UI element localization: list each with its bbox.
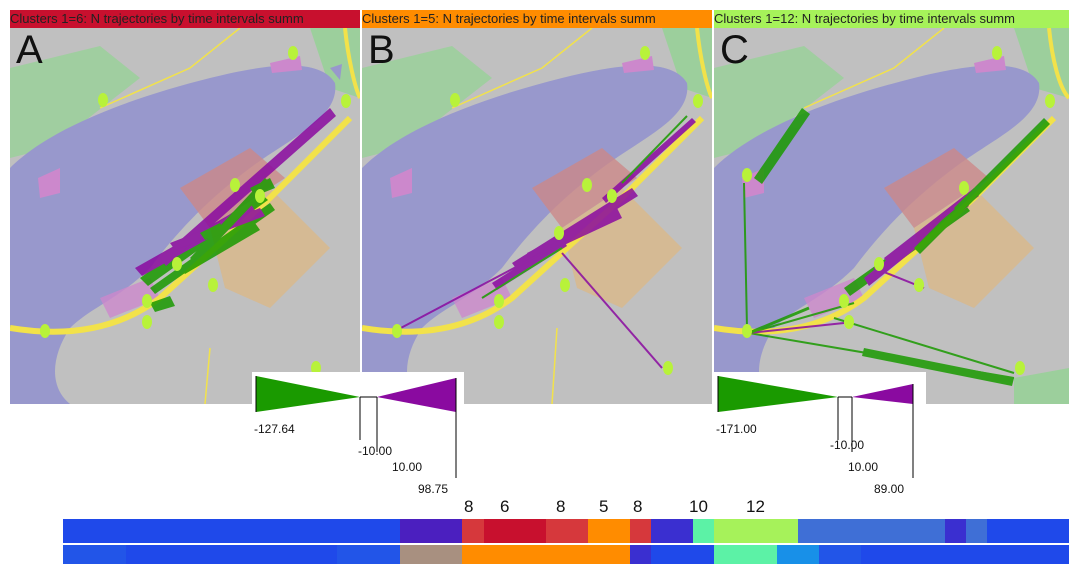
timeline-segment[interactable] bbox=[546, 519, 588, 543]
map-canvas bbox=[10, 28, 360, 404]
timeline-segment[interactable] bbox=[462, 519, 484, 543]
legend-neg-threshold: -10.00 bbox=[830, 438, 865, 452]
timeline-segment[interactable] bbox=[630, 545, 651, 564]
flow-legend-right: -171.00 -10.00 10.00 89.00 bbox=[714, 372, 926, 496]
timeline-row-bottom[interactable] bbox=[63, 545, 1069, 564]
timeline-segment[interactable] bbox=[400, 545, 462, 564]
panel-title: Clusters 1=12: N trajectories by time in… bbox=[714, 10, 1069, 28]
legend-min-value: -171.00 bbox=[716, 422, 757, 436]
timeline-segment[interactable] bbox=[462, 545, 630, 564]
timeline-segment[interactable] bbox=[693, 519, 714, 543]
timeline-divider bbox=[63, 543, 1069, 545]
legend-max-value: 89.00 bbox=[874, 482, 905, 496]
timeline-segment[interactable] bbox=[966, 519, 987, 543]
timeline-cluster-count: 8 bbox=[633, 497, 643, 516]
panel-letter: C bbox=[720, 28, 749, 72]
timeline-cluster-count: 8 bbox=[556, 497, 566, 516]
timeline-row-top[interactable] bbox=[63, 519, 1069, 543]
map-canvas bbox=[362, 28, 712, 404]
map-panel-a: Clusters 1=6: N trajectories by time int… bbox=[10, 10, 360, 404]
legend-max-value: 98.75 bbox=[418, 482, 449, 496]
timeline-segment[interactable] bbox=[484, 519, 546, 543]
timeline-segment[interactable] bbox=[798, 519, 945, 543]
map-panel-c: Clusters 1=12: N trajectories by time in… bbox=[714, 10, 1069, 404]
timeline-segment[interactable] bbox=[651, 545, 714, 564]
timeline-cluster-count: 10 bbox=[689, 497, 708, 516]
timeline-cluster-count: 6 bbox=[500, 497, 510, 516]
timeline-segment[interactable] bbox=[588, 519, 630, 543]
flow-legend-left: -127.64 -10.00 10.00 98.75 bbox=[252, 372, 464, 496]
timeline-segment[interactable] bbox=[651, 519, 693, 543]
timeline-segment[interactable] bbox=[987, 519, 1069, 543]
timeline-segment[interactable] bbox=[63, 545, 126, 564]
timeline-segment[interactable] bbox=[714, 519, 798, 543]
timeline-segment[interactable] bbox=[945, 519, 966, 543]
panel-title: Clusters 1=5: N trajectories by time int… bbox=[362, 10, 712, 28]
timeline-segment[interactable] bbox=[337, 545, 400, 564]
legend-pos-threshold: 10.00 bbox=[392, 460, 423, 474]
legend-neg-threshold: -10.00 bbox=[358, 444, 393, 458]
map-canvas bbox=[714, 28, 1069, 404]
timeline-cluster-count: 5 bbox=[599, 497, 609, 516]
panel-letter: B bbox=[368, 28, 395, 72]
flow-legend-glyph bbox=[252, 372, 464, 478]
timeline-segment[interactable] bbox=[861, 545, 1069, 564]
legend-pos-threshold: 10.00 bbox=[848, 460, 879, 474]
timeline-segment[interactable] bbox=[630, 519, 651, 543]
timeline-segment[interactable] bbox=[714, 545, 777, 564]
flow-legend-glyph bbox=[714, 372, 926, 478]
timeline-segment[interactable] bbox=[819, 545, 861, 564]
map-panel-b: Clusters 1=5: N trajectories by time int… bbox=[362, 10, 712, 404]
timeline-cluster-count: 8 bbox=[464, 497, 474, 516]
timeline-cluster-count: 12 bbox=[746, 497, 765, 516]
panel-letter: A bbox=[16, 28, 43, 72]
legend-min-value: -127.64 bbox=[254, 422, 295, 436]
panel-title: Clusters 1=6: N trajectories by time int… bbox=[10, 10, 360, 28]
timeline-segment[interactable] bbox=[777, 545, 819, 564]
timeline-segment[interactable] bbox=[63, 519, 400, 543]
timeline-segment[interactable] bbox=[400, 519, 462, 543]
timeline-segment[interactable] bbox=[126, 545, 337, 564]
timeline-bars[interactable] bbox=[63, 519, 1069, 564]
